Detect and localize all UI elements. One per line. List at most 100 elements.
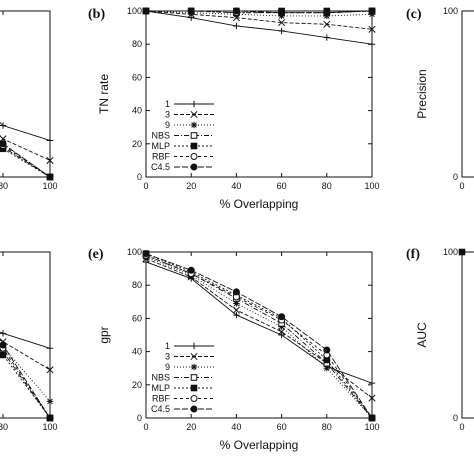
- x-tick-label: 60: [277, 181, 287, 191]
- legend-label: 9: [165, 362, 170, 372]
- series-line: [145, 261, 373, 384]
- y-tick-label: 0: [137, 172, 142, 182]
- series-line: [145, 254, 373, 419]
- data-point: [278, 323, 285, 330]
- legend-label: RBF: [152, 152, 171, 162]
- series-6: [0, 341, 54, 422]
- legend-label: 1: [165, 341, 170, 351]
- data-point: [233, 22, 240, 30]
- data-point: [142, 250, 150, 258]
- x-axis-label: % Overlapping: [220, 197, 299, 211]
- x-tick-label: 80: [0, 181, 8, 191]
- plot-frame: [145, 251, 373, 419]
- legend-marker: [190, 153, 198, 160]
- legend-label: 3: [165, 352, 170, 362]
- data-point: [278, 313, 286, 321]
- y-tick-label: 0: [137, 413, 142, 423]
- y-tick-label: 40: [132, 347, 142, 357]
- series-4: [0, 144, 54, 181]
- x-tick-label: 0: [459, 181, 464, 191]
- data-point: [368, 41, 376, 48]
- data-point: [46, 345, 54, 352]
- series-line: [145, 253, 373, 419]
- series-line: [145, 253, 373, 419]
- plot-frame: [461, 251, 474, 419]
- series-line: [145, 10, 373, 30]
- series-line: [0, 342, 51, 419]
- legend-marker: [190, 110, 198, 119]
- data-point: [368, 379, 376, 387]
- x-tick-label: 0: [143, 422, 148, 432]
- y-axis-label: gpr: [97, 326, 111, 343]
- x-tick-label: 40: [231, 422, 241, 432]
- data-point: [187, 7, 195, 15]
- legend-label: RBF: [152, 394, 171, 404]
- x-tick-label: 20: [186, 422, 196, 432]
- x-tick-label: 80: [322, 181, 332, 191]
- y-tick-label: 100: [127, 247, 142, 257]
- data-point: [368, 394, 376, 402]
- legend-label: MLP: [151, 383, 170, 393]
- data-point: [278, 27, 285, 35]
- series-line: [0, 139, 51, 178]
- legend-marker: [190, 352, 198, 361]
- panel-label: (f): [406, 247, 420, 262]
- series-0: [458, 248, 466, 256]
- x-tick-label: 100: [42, 422, 57, 432]
- x-tick-label: 100: [42, 181, 57, 191]
- data-point: [278, 328, 286, 336]
- data-point: [233, 311, 240, 319]
- series-line: [0, 331, 51, 349]
- series-1: [0, 338, 54, 374]
- data-point: [232, 288, 240, 296]
- plot-frame: [0, 10, 51, 178]
- data-point: [232, 7, 240, 15]
- series-c4-5: [142, 7, 376, 17]
- series-1: [0, 135, 54, 164]
- series-nbs: [142, 252, 376, 422]
- panel-label: (c): [406, 7, 422, 22]
- legend-marker: [190, 395, 198, 402]
- data-point: [232, 306, 240, 314]
- data-point: [142, 7, 150, 15]
- data-point: [46, 156, 54, 164]
- legend-marker: [190, 363, 198, 371]
- y-tick-label: 20: [132, 139, 142, 149]
- data-point: [368, 7, 376, 15]
- series-line: [145, 254, 373, 419]
- x-axis-label: % Overlapping: [220, 438, 299, 452]
- plot-frame: [0, 251, 51, 419]
- data-point: [46, 366, 54, 374]
- chart-panel-b: 0 20 40 60 80 100 0 20 40 60 80 100 % Overlapping TN …: [88, 6, 380, 211]
- data-point: [278, 9, 286, 17]
- series-line: [0, 122, 51, 141]
- y-tick-label: 100: [443, 6, 458, 16]
- data-point: [0, 351, 7, 359]
- legend-label: NBS: [151, 131, 170, 141]
- legend-label: 3: [165, 110, 170, 120]
- legend-marker: [190, 384, 198, 392]
- x-tick-label: 80: [322, 422, 332, 432]
- data-point: [278, 331, 285, 339]
- panel-label: (e): [88, 247, 104, 262]
- legend-label: C4.5: [151, 404, 170, 414]
- legend-marker: [190, 142, 198, 150]
- series-9: [142, 253, 376, 422]
- y-tick-label: 60: [132, 313, 142, 323]
- data-point: [0, 140, 7, 148]
- y-tick-label: 100: [127, 6, 142, 16]
- series-0: [0, 122, 54, 144]
- y-axis-label: Precision: [415, 69, 429, 118]
- x-tick-label: 0: [459, 422, 464, 432]
- legend-marker: [190, 374, 198, 381]
- series-line: [145, 10, 373, 45]
- plot-frame: [461, 10, 474, 178]
- series-rbf: [142, 251, 376, 422]
- series-0: [0, 330, 54, 352]
- chart-panel-c: 00 100 Precision (c): [406, 6, 474, 191]
- legend-marker: [190, 132, 198, 139]
- data-point: [0, 122, 7, 129]
- data-point: [368, 25, 376, 33]
- legend-marker: [190, 121, 198, 129]
